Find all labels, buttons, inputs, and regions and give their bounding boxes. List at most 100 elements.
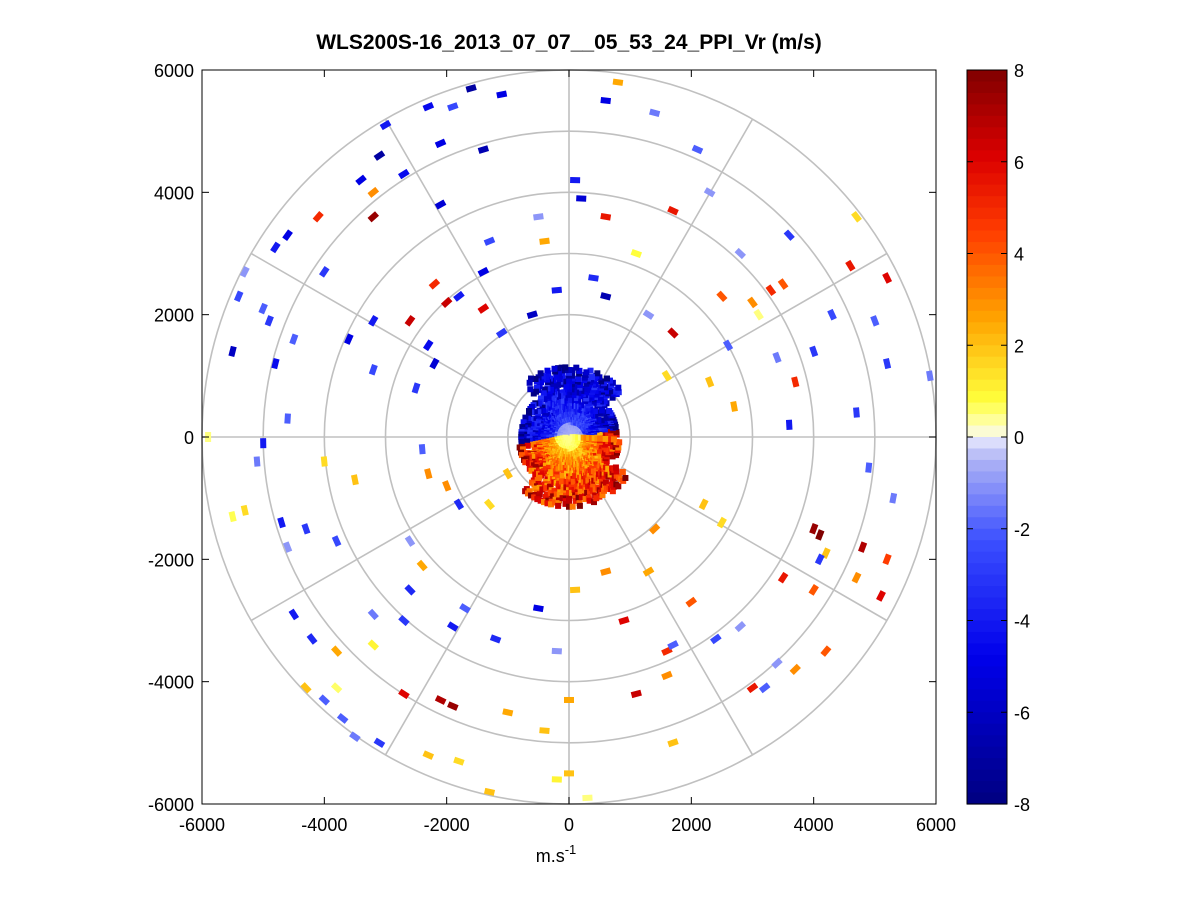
data-point	[404, 315, 416, 327]
near-field-cell	[551, 365, 558, 372]
near-field-cell	[578, 387, 585, 394]
data-point	[284, 413, 291, 424]
colorbar-band	[967, 425, 1007, 438]
azimuth-spoke	[598, 118, 754, 385]
azimuth-spoke	[598, 489, 754, 756]
data-point	[820, 645, 832, 657]
data-point	[539, 237, 550, 245]
x-tick-label: 2000	[671, 815, 711, 835]
near-field-cell	[569, 503, 576, 510]
near-field-cell	[558, 398, 565, 405]
colorbar-band	[967, 230, 1007, 243]
azimuth-spoke	[621, 252, 888, 408]
data-point	[318, 694, 330, 706]
colorbar-band	[967, 620, 1007, 633]
data-point	[526, 310, 538, 319]
data-point	[428, 278, 441, 290]
data-point	[630, 689, 642, 699]
near-field-cell	[549, 383, 556, 390]
near-field-cell	[599, 492, 606, 499]
near-field-cell	[581, 386, 588, 393]
near-field-cell	[532, 375, 539, 382]
data-point	[851, 210, 862, 223]
near-field-cell	[585, 477, 592, 484]
near-field-cell	[558, 364, 565, 371]
near-field-cell	[610, 436, 617, 443]
near-field-cell	[558, 389, 565, 396]
colorbar-band	[967, 368, 1007, 381]
colorbar-band	[967, 402, 1007, 415]
colorbar-band	[967, 127, 1007, 140]
near-field-cell	[593, 458, 600, 465]
data-point	[588, 274, 599, 282]
data-point	[228, 345, 237, 357]
data-point	[746, 682, 759, 694]
colorbar-band	[967, 735, 1007, 748]
y-tick-label: 0	[184, 428, 194, 448]
data-point	[367, 211, 380, 223]
colorbar-tick-label: 4	[1014, 245, 1024, 265]
near-field-cell	[534, 384, 541, 391]
colorbar-ticks: 8 6 4 2 0 -2 -4 -6 -8	[967, 61, 1030, 815]
data-point	[483, 236, 496, 246]
data-point	[730, 400, 738, 412]
near-field-cell	[528, 467, 535, 474]
colorbar-band	[967, 322, 1007, 335]
x-tick-label: 0	[564, 815, 574, 835]
near-field-cell	[556, 491, 563, 498]
data-point	[447, 102, 459, 112]
data-point	[367, 639, 379, 651]
azimuth-spoke	[250, 466, 517, 622]
data-point	[306, 633, 318, 645]
near-field-cell	[613, 429, 620, 436]
near-field-cell	[569, 367, 576, 374]
data-point	[814, 553, 825, 566]
data-point	[753, 308, 764, 321]
data-point	[465, 84, 477, 93]
near-field-cell	[541, 499, 548, 506]
near-field-cell	[538, 379, 545, 386]
data-point	[582, 794, 593, 802]
near-field-cell	[569, 372, 576, 379]
colorbar-band	[967, 253, 1007, 266]
near-field-cell	[595, 417, 602, 424]
data-point	[747, 296, 758, 309]
near-field-cell	[542, 493, 549, 500]
data-point	[551, 647, 562, 655]
near-field-cell	[534, 496, 541, 503]
near-field-cell	[590, 499, 597, 506]
near-field-cell	[605, 465, 612, 472]
data-point	[318, 266, 330, 278]
colorbar-band	[967, 219, 1007, 232]
data-point	[264, 315, 274, 327]
data-point	[289, 333, 299, 345]
colorbar-band	[967, 287, 1007, 300]
near-field-cell	[537, 370, 544, 377]
colorbar-band	[967, 104, 1007, 117]
data-point	[349, 731, 361, 743]
data-point	[411, 382, 421, 394]
near-field-cell	[609, 453, 616, 460]
near-field-cell	[555, 483, 562, 490]
near-field-cell	[570, 478, 577, 485]
colorbar-band	[967, 597, 1007, 610]
data-point	[282, 229, 293, 241]
x-axis-label-exponent: -1	[565, 842, 577, 857]
colorbar-band	[967, 150, 1007, 163]
data-point	[240, 504, 249, 516]
y-tick-label: -2000	[148, 550, 194, 570]
near-field-cell	[583, 369, 590, 376]
data-point	[600, 292, 612, 301]
near-field-cell	[555, 365, 562, 372]
data-point	[845, 259, 856, 272]
data-point	[379, 119, 392, 131]
data-point	[853, 407, 860, 418]
near-field-cell	[597, 435, 604, 442]
near-field-cell	[556, 376, 563, 383]
near-field-cell	[545, 393, 552, 400]
near-field-cell	[602, 479, 609, 486]
colorbar-band	[967, 379, 1007, 392]
colorbar-band	[967, 689, 1007, 702]
near-field-cell	[540, 408, 547, 415]
data-point	[440, 296, 453, 309]
